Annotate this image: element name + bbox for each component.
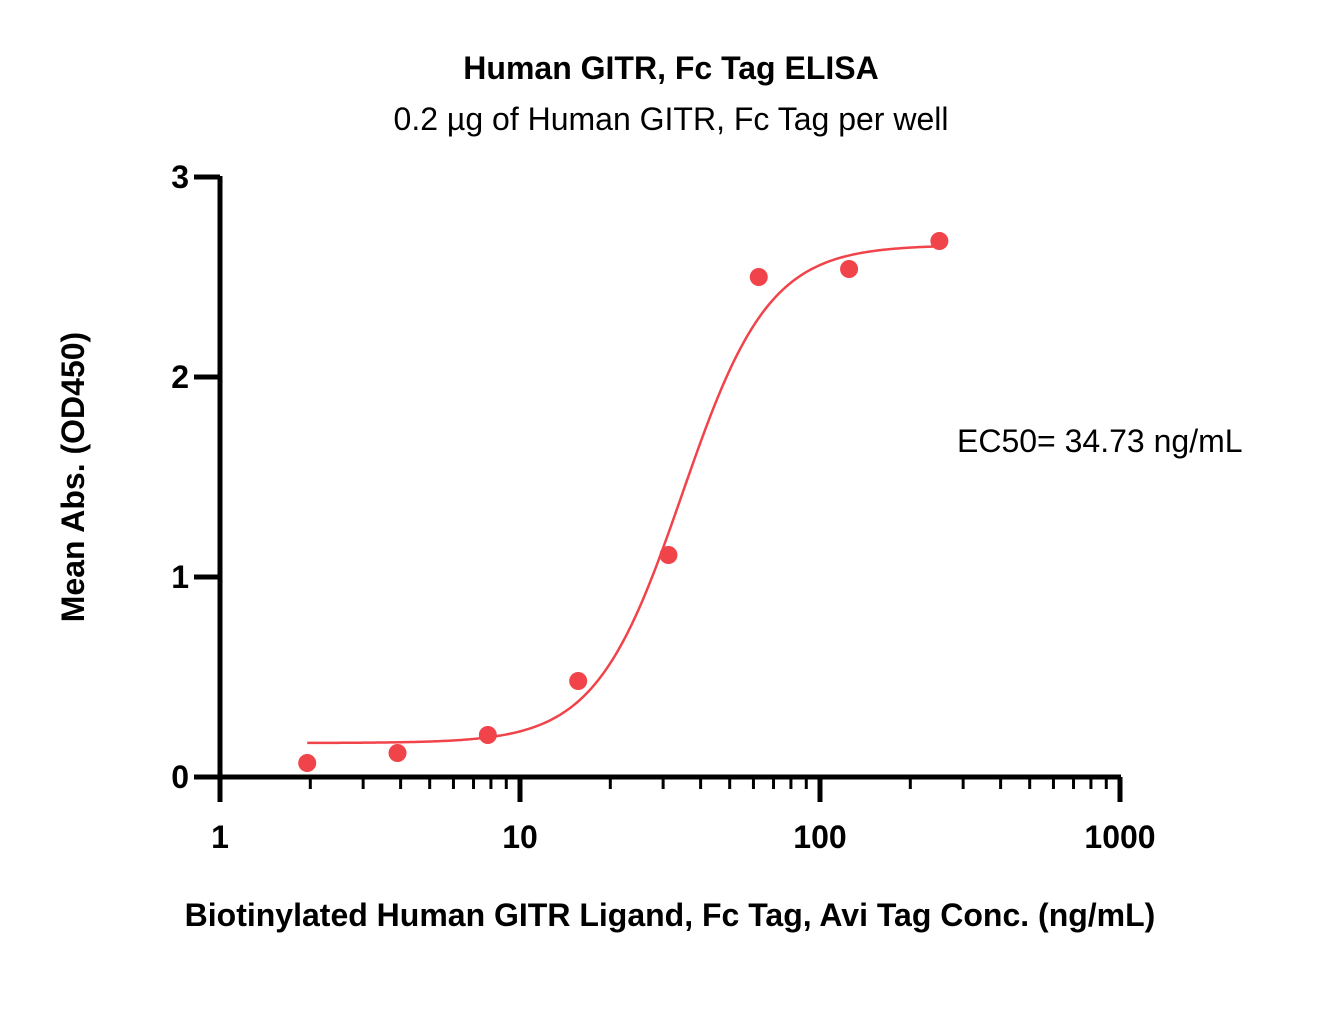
data-point xyxy=(659,546,678,564)
y-tick-label: 3 xyxy=(171,159,189,195)
x-axis-ticks: 1 10 100 1000 xyxy=(211,777,1156,855)
data-point xyxy=(298,754,317,772)
data-point xyxy=(840,260,859,278)
ec50-annotation: EC50= 34.73 ng/mL xyxy=(957,423,1243,459)
y-tick-label: 1 xyxy=(171,559,189,595)
fit-curve xyxy=(307,245,940,745)
data-point xyxy=(930,232,949,250)
x-tick-label: 10 xyxy=(502,819,538,855)
chart-subtitle: 0.2 µg of Human GITR, Fc Tag per well xyxy=(394,101,949,137)
chart-title: Human GITR, Fc Tag ELISA xyxy=(463,50,878,86)
x-tick-label: 100 xyxy=(793,819,846,855)
x-axis-label: Biotinylated Human GITR Ligand, Fc Tag, … xyxy=(185,897,1156,933)
data-point xyxy=(478,726,497,744)
data-point xyxy=(749,268,768,286)
data-points xyxy=(298,232,949,772)
x-tick-label: 1000 xyxy=(1084,819,1155,855)
data-point xyxy=(388,744,407,762)
y-axis-label: Mean Abs. (OD450) xyxy=(55,332,91,622)
y-tick-label: 2 xyxy=(171,359,189,395)
y-tick-label: 0 xyxy=(171,759,189,795)
x-tick-label: 1 xyxy=(211,819,229,855)
data-point xyxy=(569,672,588,690)
y-axis-ticks: 0 1 2 3 xyxy=(171,159,220,795)
